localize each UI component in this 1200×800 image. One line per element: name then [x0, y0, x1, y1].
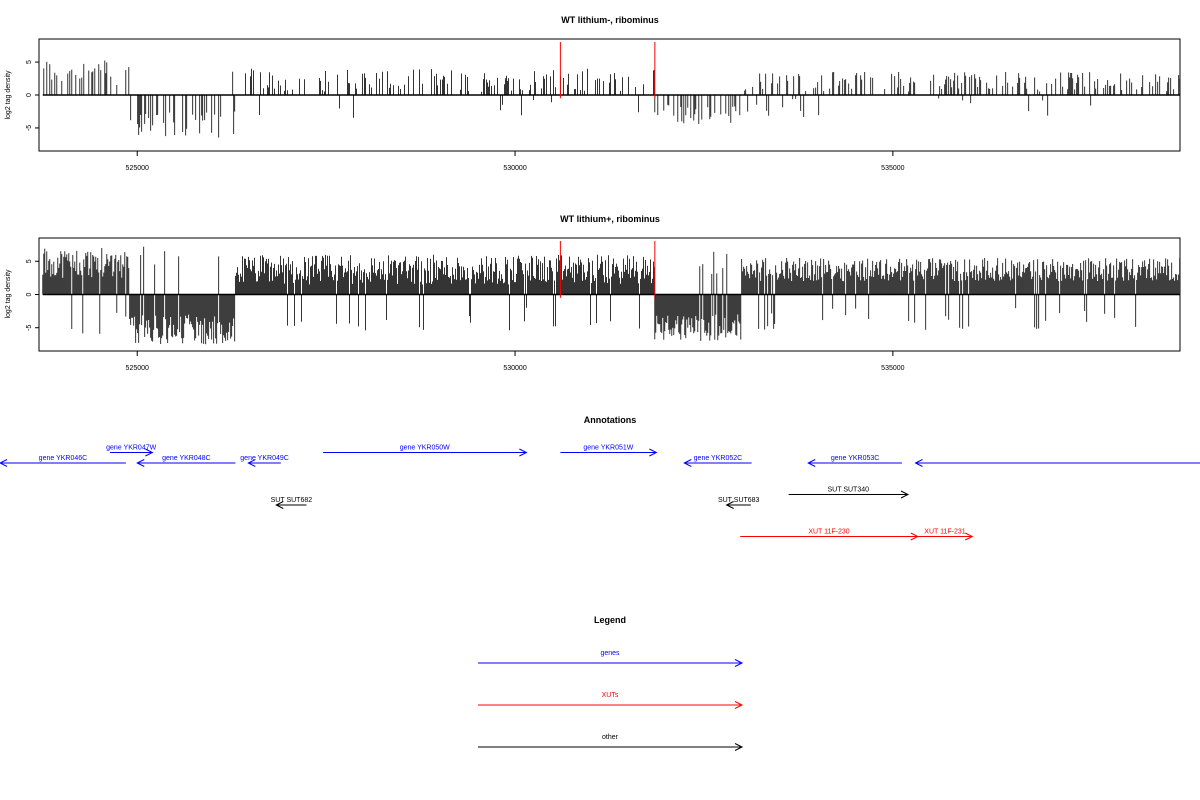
arrow-head-icon — [807, 459, 816, 467]
y-tick-label: 5 — [26, 259, 33, 263]
feature-label: gene YKR046C — [39, 455, 88, 462]
feature-gene-ykr048c: gene YKR048C — [136, 455, 236, 467]
feature-sut-sut340: SUT SUT340 — [788, 487, 910, 499]
coverage-panel-lithium-plus: WT lithium+, ribominus log2 tag density … — [5, 214, 1181, 372]
feature-label: gene YKR049C — [240, 455, 289, 462]
y-tick-label: 5 — [26, 60, 33, 64]
coverage-panel-lithium-minus: WT lithium-, ribominus log2 tag density … — [5, 15, 1181, 172]
y-axis-label: log2 tag density — [5, 269, 12, 319]
arrow-head-icon — [136, 459, 145, 467]
y-axis: -5 0 5 — [26, 60, 39, 131]
legend: Legend genes XUTs other — [478, 615, 744, 751]
legend-label: genes — [600, 650, 620, 657]
feature-label: gene YKR048C — [162, 455, 211, 462]
feature-gene-ykr049c: gene YKR049C — [240, 455, 289, 467]
arrow-head-icon — [275, 501, 284, 509]
feature-label: gene YKR051W — [583, 445, 633, 452]
feature-label: SUT SUT340 — [828, 487, 870, 494]
arrow-head-icon — [734, 743, 744, 751]
arrow-head-icon — [734, 701, 744, 709]
legend-label: other — [602, 734, 619, 741]
feature-gene-ykr050w: gene YKR050W — [323, 445, 528, 457]
feature-label: SUT SUT683 — [718, 497, 760, 504]
arrow-head-icon — [683, 459, 692, 467]
x-tick-label: 530000 — [503, 165, 526, 172]
x-tick-label: 525000 — [126, 165, 149, 172]
y-tick-label: -5 — [26, 125, 33, 131]
legend-entry-other: other — [478, 734, 744, 751]
x-tick-label: 525000 — [126, 365, 149, 372]
feature-label: gene YKR053C — [831, 455, 880, 462]
feature-gene-ykr051w: gene YKR051W — [560, 445, 658, 457]
panel-title: WT lithium+, ribominus — [560, 214, 660, 224]
feature-label: XUT 11F-231 — [924, 529, 965, 536]
legend-title: Legend — [594, 615, 626, 625]
x-axis: 525000 530000 535000 — [126, 151, 905, 172]
y-tick-label: 0 — [26, 292, 33, 296]
arrow-head-icon — [964, 532, 974, 541]
annotations-title: Annotations — [584, 415, 637, 425]
y-tick-label: 0 — [26, 93, 33, 97]
arrow-head-icon — [725, 501, 734, 509]
feature-gene-ykr053c: gene YKR053C — [807, 455, 902, 467]
legend-entry-genes: genes — [478, 650, 744, 667]
arrow-head-icon — [247, 459, 256, 467]
feature-unlabeled — [914, 459, 1200, 467]
panel-title: WT lithium-, ribominus — [561, 15, 659, 25]
arrow-head-icon — [145, 448, 154, 457]
legend-entries: genes XUTs other — [478, 650, 744, 751]
coverage-bars — [42, 42, 1181, 138]
feature-gene-ykr052c: gene YKR052C — [683, 455, 752, 467]
feature-gene-ykr047w: gene YKR047W — [106, 445, 157, 457]
arrow-head-icon — [900, 490, 910, 499]
feature-xut-11f-230: XUT 11F-230 — [740, 529, 919, 541]
legend-entry-xuts: XUTs — [478, 692, 744, 709]
feature-sut-sut682: SUT SUT682 — [271, 497, 313, 509]
coverage-bars — [42, 241, 1181, 345]
feature-label: SUT SUT682 — [271, 497, 313, 504]
y-axis: -5 0 5 — [26, 259, 39, 331]
feature-xut-11f-231: XUT 11F-231 — [917, 529, 974, 541]
y-tick-label: -5 — [26, 325, 33, 331]
feature-label: gene YKR047W — [106, 445, 156, 452]
legend-label: XUTs — [602, 692, 619, 699]
feature-label: gene YKR052C — [694, 455, 743, 462]
arrow-head-icon — [519, 448, 528, 457]
arrow-head-icon — [649, 448, 658, 457]
x-tick-label: 535000 — [881, 365, 904, 372]
feature-label: gene YKR050W — [400, 445, 450, 452]
feature-gene-ykr046c: gene YKR046C — [0, 455, 126, 467]
x-tick-label: 530000 — [503, 365, 526, 372]
y-axis-label: log2 tag density — [5, 70, 12, 120]
arrow-head-icon — [914, 459, 923, 467]
feature-sut-sut683: SUT SUT683 — [718, 497, 760, 509]
x-tick-label: 535000 — [881, 165, 904, 172]
feature-arrows: gene YKR046C gene YKR047W gene YKR048C gene… — [0, 445, 1200, 541]
arrow-head-icon — [0, 459, 8, 467]
arrow-head-icon — [734, 659, 744, 667]
x-axis: 525000 530000 535000 — [126, 351, 905, 372]
feature-label: XUT 11F-230 — [808, 529, 849, 536]
